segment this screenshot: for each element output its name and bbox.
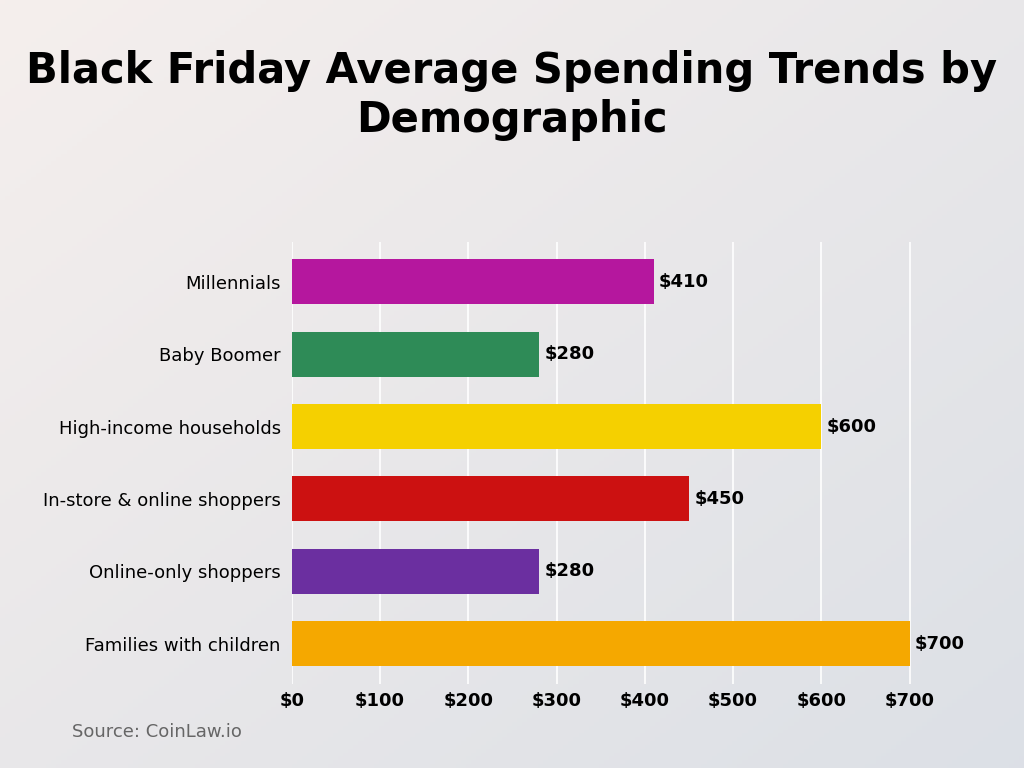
Bar (292, 260, 653, 304)
Bar (292, 404, 821, 449)
Text: $600: $600 (826, 418, 877, 435)
Bar (292, 621, 909, 666)
Text: $700: $700 (914, 634, 965, 653)
Bar (292, 476, 689, 521)
Text: $450: $450 (694, 490, 744, 508)
Text: $410: $410 (659, 273, 709, 291)
Text: $280: $280 (544, 345, 594, 363)
Bar (292, 549, 539, 594)
Text: Source: CoinLaw.io: Source: CoinLaw.io (72, 723, 242, 741)
Text: $280: $280 (544, 562, 594, 581)
Text: Black Friday Average Spending Trends by
Demographic: Black Friday Average Spending Trends by … (27, 50, 997, 141)
Bar (292, 332, 539, 376)
